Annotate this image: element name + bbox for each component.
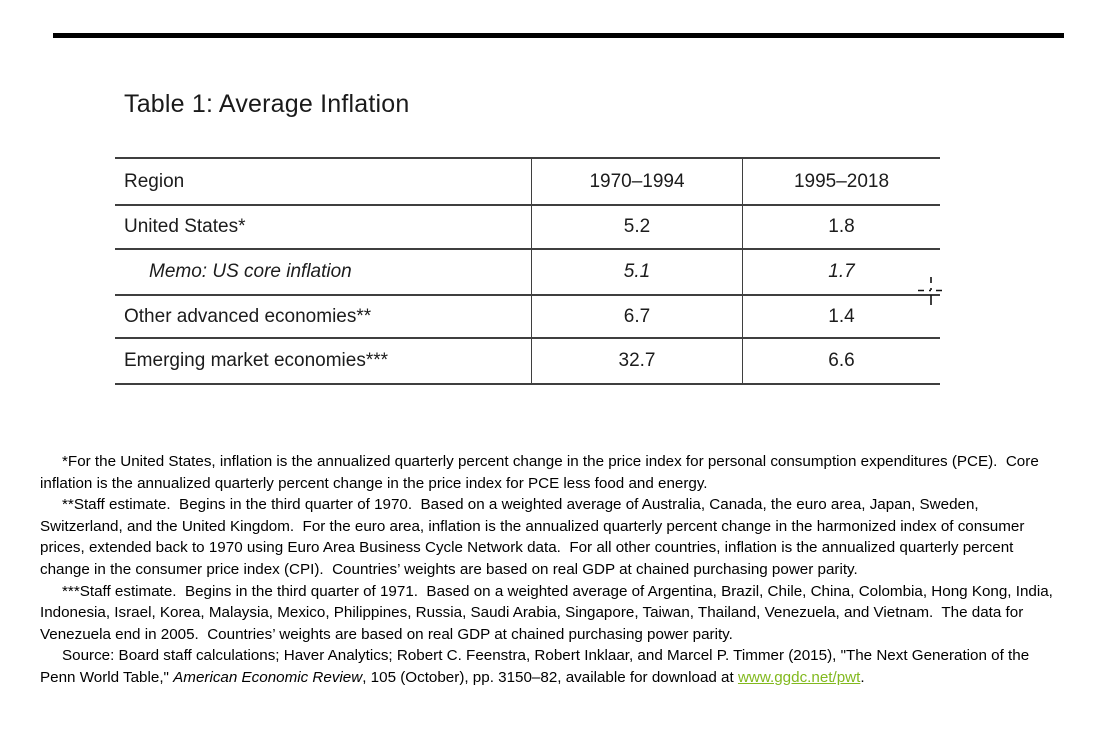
source-text: , 105 (October), pp. 3150–82, available … bbox=[362, 668, 738, 686]
footnote-1: *For the United States, inflation is the… bbox=[40, 453, 1043, 492]
value-cell: 6.6 bbox=[742, 339, 940, 383]
region-cell: United States* bbox=[124, 216, 246, 237]
top-rule bbox=[53, 33, 1064, 38]
ggdc-link[interactable]: www.ggdc.net/pwt bbox=[737, 668, 861, 686]
table-row: United States* 5.2 1.8 bbox=[115, 206, 940, 250]
footnote-2: **Staff estimate. Begins in the third qu… bbox=[40, 496, 1029, 578]
table-row: Other advanced economies** 6.7 1.4 bbox=[115, 296, 940, 339]
value-cell: 32.7 bbox=[531, 339, 742, 383]
source-note: Source: Board staff calculations; Haver … bbox=[40, 645, 1054, 688]
journal-title: American Economic Review bbox=[173, 668, 363, 686]
value-cell: 6.7 bbox=[531, 296, 742, 337]
region-cell: Other advanced economies** bbox=[124, 305, 372, 327]
column-header-region: Region bbox=[124, 170, 185, 192]
region-cell: Memo: US core inflation bbox=[149, 261, 352, 282]
table-row-memo: Memo: US core inflation 5.1 1.7 bbox=[115, 250, 940, 296]
value-cell: 1.4 bbox=[742, 296, 940, 337]
region-cell: Emerging market economies*** bbox=[124, 350, 389, 371]
source-text: Source: Board staff calculations; Haver … bbox=[40, 647, 1034, 686]
table-row: Emerging market economies*** 32.7 6.6 bbox=[115, 339, 940, 385]
table-header-row: Region 1970–1994 1995–2018 bbox=[115, 159, 940, 206]
footnote-3: ***Staff estimate. Begins in the third q… bbox=[40, 582, 1058, 643]
inflation-table: Region 1970–1994 1995–2018 United States… bbox=[115, 157, 940, 385]
crosshair-cursor-icon bbox=[918, 277, 944, 305]
page-title: Table 1: Average Inflation bbox=[124, 90, 410, 118]
value-cell: 5.1 bbox=[531, 250, 742, 294]
footnotes-block: *For the United States, inflation is the… bbox=[40, 451, 1054, 689]
value-cell: 1.7 bbox=[742, 250, 940, 294]
column-header-period2: 1995–2018 bbox=[742, 159, 940, 204]
value-cell: 5.2 bbox=[531, 206, 742, 248]
column-header-period1: 1970–1994 bbox=[531, 159, 742, 204]
value-cell: 1.8 bbox=[742, 206, 940, 248]
source-text: . bbox=[860, 668, 865, 686]
